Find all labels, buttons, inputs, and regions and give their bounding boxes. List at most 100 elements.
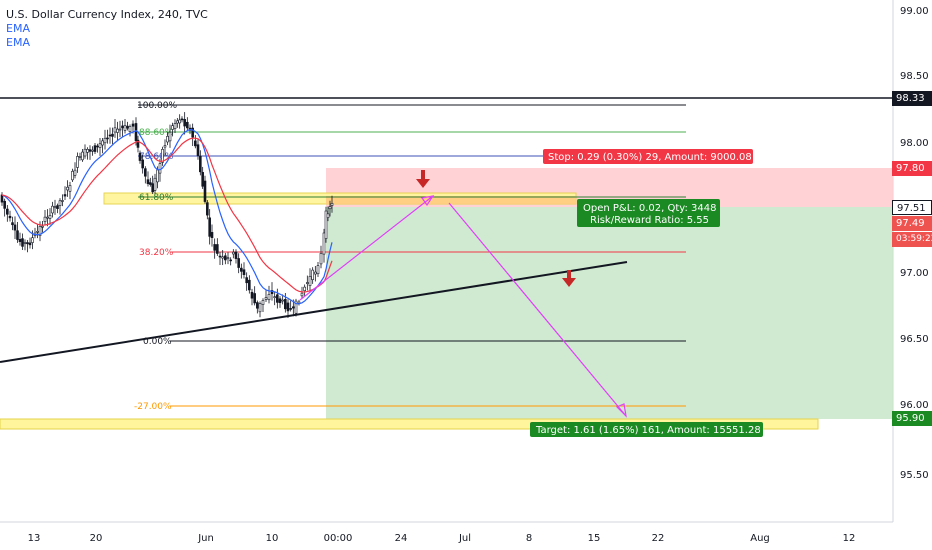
time-tick: 12 — [843, 533, 856, 544]
time-tick: 13 — [28, 533, 41, 544]
candle-body — [213, 244, 216, 251]
pnl-box[interactable] — [577, 199, 720, 227]
trend-line[interactable] — [0, 261, 628, 363]
candle-body — [48, 215, 52, 219]
candle-body — [176, 120, 179, 124]
candle-body — [194, 140, 197, 147]
arrow-down-icon[interactable] — [416, 170, 430, 188]
candle-body — [41, 225, 44, 228]
candle-body — [93, 145, 97, 152]
price-tick: 95.50 — [900, 470, 929, 481]
chart-legend: U.S. Dollar Currency Index, 240, TVC EMA… — [6, 8, 208, 50]
candle-body — [221, 256, 224, 259]
price-tag-ema: 97.49 — [892, 216, 932, 231]
target-zone[interactable] — [326, 207, 893, 419]
candle-body — [276, 294, 279, 303]
candle-body — [56, 205, 59, 209]
candle-body — [264, 297, 268, 300]
candle-body — [173, 123, 177, 129]
candle-body — [3, 200, 6, 209]
candle-body — [86, 149, 89, 153]
projection-down-line[interactable] — [448, 202, 627, 417]
candle-body — [81, 151, 84, 161]
candle-body — [138, 152, 142, 161]
candle-body — [43, 216, 47, 222]
candlestick-series[interactable] — [0, 112, 334, 318]
candle-body — [131, 123, 135, 127]
candle-body — [322, 232, 326, 255]
candle-body — [226, 257, 230, 260]
candle-body — [21, 238, 24, 247]
price-tag-level: 98.33 — [892, 91, 932, 106]
candle-body — [0, 194, 4, 203]
candle-body — [328, 206, 332, 210]
candle-body — [242, 269, 246, 275]
candle-body — [171, 125, 174, 130]
candle-body — [83, 148, 87, 157]
symbol-title[interactable]: U.S. Dollar Currency Index, 240, TVC — [6, 8, 208, 21]
candle-body — [88, 149, 92, 152]
candle-body — [199, 155, 202, 173]
price-tick: 98.00 — [900, 138, 929, 149]
support-zone[interactable] — [0, 418, 819, 430]
candle-body — [324, 210, 328, 239]
candle-body — [156, 169, 159, 183]
candle-body — [58, 200, 62, 206]
arrow-down-icon[interactable] — [562, 270, 576, 287]
price-tick: 96.50 — [900, 334, 929, 345]
ema-legend-2[interactable]: EMA — [6, 36, 30, 49]
candle-body — [166, 136, 169, 143]
candle-body — [240, 267, 243, 272]
target-label-box[interactable] — [530, 422, 763, 437]
ema-slow-line[interactable] — [1, 137, 333, 293]
candle-body — [16, 230, 19, 240]
price-tick: 98.50 — [900, 71, 929, 82]
projection-up-arrowhead — [420, 195, 435, 207]
time-tick: 8 — [526, 533, 532, 544]
countdown-tag: 03:59:22 — [892, 232, 932, 247]
candle-body — [161, 148, 164, 163]
candle-body — [216, 244, 219, 254]
candle-body — [178, 119, 181, 124]
candle-body — [23, 242, 27, 244]
candle-body — [101, 140, 104, 146]
projection-down-arrowhead — [615, 403, 627, 418]
candle-body — [163, 145, 167, 148]
fib-label-382: 38.20% — [139, 248, 174, 258]
time-tick: Aug — [750, 533, 770, 544]
candle-body — [186, 121, 189, 129]
price-tag-last: 97.51 — [892, 200, 932, 215]
candle-body — [273, 296, 276, 298]
candle-body — [256, 302, 259, 309]
time-tick: 22 — [652, 533, 665, 544]
stop-label-box[interactable] — [543, 149, 753, 164]
candle-body — [248, 279, 251, 291]
fib-label-neg27: -27.00% — [134, 402, 172, 412]
candle-body — [234, 251, 238, 259]
time-tick: 10 — [266, 533, 279, 544]
fib-label-786: 78.60% — [139, 152, 174, 162]
candle-body — [28, 242, 32, 246]
candle-body — [108, 134, 112, 137]
fib-label-618: 61.80% — [139, 193, 174, 203]
candle-body — [128, 126, 132, 132]
candle-body — [196, 144, 200, 156]
ema-legend-1[interactable]: EMA — [6, 22, 30, 35]
candle-body — [63, 194, 67, 197]
candle-body — [253, 293, 256, 304]
candle-body — [134, 123, 138, 142]
candle-body — [286, 302, 290, 312]
candle-body — [111, 133, 114, 137]
candle-body — [126, 125, 129, 129]
candle-body — [118, 128, 122, 131]
stop-label: Stop: 0.29 (0.30%) 29, Amount: 9000.08 — [548, 152, 752, 163]
candle-body — [8, 215, 12, 219]
candle-body — [123, 125, 127, 131]
candle-body — [237, 258, 240, 268]
candle-body — [218, 255, 222, 258]
candle-body — [18, 239, 22, 242]
projection-up-line[interactable] — [299, 195, 434, 301]
candle-body — [116, 128, 119, 133]
candle-body — [113, 127, 117, 133]
